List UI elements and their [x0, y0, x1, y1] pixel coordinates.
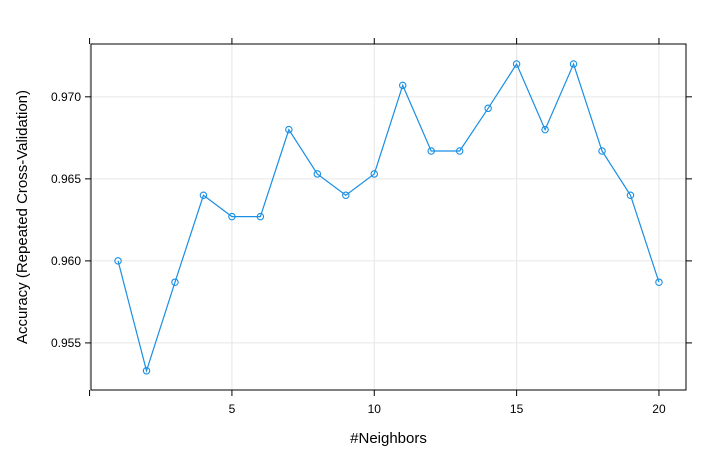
data-point — [142, 367, 151, 375]
data-point — [342, 191, 350, 200]
data-point — [598, 147, 606, 155]
data-point — [455, 147, 464, 155]
data-point — [398, 81, 407, 90]
data-point — [370, 170, 379, 178]
axis-ticks: 5 10 15 20 0.955 0.960 0.965 0.970 — [51, 38, 692, 416]
data-point — [256, 212, 265, 221]
data-point — [228, 212, 236, 221]
data-point — [313, 170, 322, 178]
x-axis-title: #Neighbors — [350, 430, 427, 447]
y-tick-label: 0.965 — [51, 172, 81, 186]
data-point — [484, 104, 492, 113]
data-point — [569, 60, 578, 68]
data-point — [199, 191, 208, 200]
data-point — [655, 278, 663, 286]
data-point — [114, 257, 122, 265]
x-tick-label: 10 — [368, 402, 382, 416]
data-point — [427, 147, 435, 155]
y-axis-title: Accuracy (Repeated Cross-Validation) — [14, 90, 31, 344]
data-point — [285, 125, 293, 134]
x-tick-label: 5 — [229, 402, 236, 416]
grid-lines — [89, 44, 686, 390]
y-tick-label: 0.970 — [51, 90, 81, 104]
data-point — [171, 278, 179, 286]
plot-panel-border — [90, 43, 687, 391]
data-point — [541, 125, 549, 134]
x-tick-label: 15 — [510, 402, 524, 416]
y-tick-label: 0.955 — [51, 336, 81, 350]
series-layer — [114, 60, 663, 375]
y-tick-label: 0.960 — [51, 254, 81, 268]
series-line — [117, 62, 660, 373]
data-point — [512, 60, 521, 68]
data-point — [626, 191, 635, 200]
x-tick-label: 20 — [652, 402, 666, 416]
